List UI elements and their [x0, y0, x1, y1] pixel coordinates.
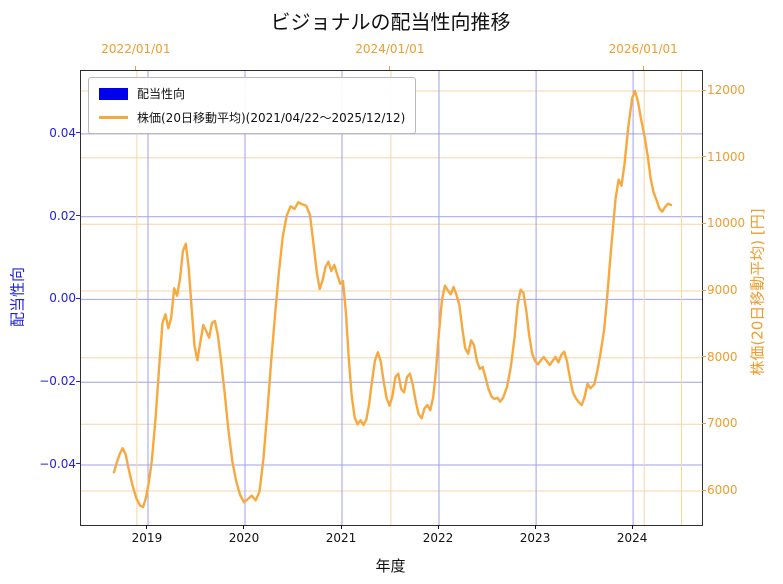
y-tick-mark-left: [76, 297, 80, 299]
plot-area: [80, 70, 703, 526]
x-tick-label-bottom: 2024: [616, 531, 648, 545]
legend-item-price: 株価(20日移動平均)(2021/04/22～2025/12/12): [99, 109, 405, 126]
y-tick-label-right: 8000: [707, 349, 738, 364]
x-tick-mark-bottom: [437, 525, 439, 529]
y-tick-mark-right: [702, 289, 706, 291]
x-tick-mark-top: [642, 66, 644, 70]
y-tick-mark-left: [76, 380, 80, 382]
x-tick-label-bottom: 2022: [422, 531, 454, 545]
x-tick-mark-top: [389, 66, 391, 70]
y-tick-mark-right: [702, 489, 706, 491]
x-tick-mark-bottom: [534, 525, 536, 529]
x-tick-mark-top: [135, 66, 137, 70]
legend-label-dividend: 配当性向: [137, 87, 186, 101]
price-line: [112, 89, 673, 509]
x-tick-mark-bottom: [631, 525, 633, 529]
y-tick-label-left: −0.02: [39, 374, 76, 389]
y-tick-label-left: 0.02: [49, 208, 76, 223]
chart-title: ビジョナルの配当性向推移: [270, 10, 511, 34]
y-tick-mark-right: [702, 89, 706, 91]
x-tick-mark-bottom: [146, 525, 148, 529]
y-tick-label-right: 6000: [707, 483, 738, 497]
x-tick-label-bottom: 2021: [325, 531, 357, 545]
x-tick-label-bottom: 2019: [131, 531, 163, 545]
x-tick-label-top: 2024/01/01: [355, 42, 425, 56]
x-tick-mark-bottom: [340, 525, 342, 529]
y-tick-label-left: 0.00: [49, 291, 76, 306]
legend: 配当性向 株価(20日移動平均)(2021/04/22～2025/12/12): [88, 77, 417, 134]
y-axis-label-right: 株価(20日移動平均) [円]: [748, 208, 767, 376]
y-tick-label-right: 10000: [707, 216, 746, 231]
y-tick-mark-right: [702, 422, 706, 424]
legend-swatch-dividend-patch: [99, 87, 128, 100]
y-tick-label-right: 9000: [707, 283, 738, 297]
legend-label-price: 株価(20日移動平均)(2021/04/22～2025/12/12): [137, 111, 406, 125]
y-tick-label-right: 7000: [707, 416, 738, 431]
y-axis-label-left: 配当性向: [8, 266, 27, 328]
x-tick-label-top: 2026/01/01: [608, 42, 678, 56]
y-tick-mark-left: [76, 132, 80, 134]
x-tick-label-top: 2022/01/01: [101, 42, 171, 56]
y-tick-label-left: −0.04: [39, 456, 76, 471]
y-tick-mark-right: [702, 156, 706, 158]
y-tick-label-left: 0.04: [49, 125, 76, 140]
y-tick-label-right: 11000: [707, 149, 746, 164]
y-tick-mark-left: [76, 463, 80, 465]
x-tick-mark-bottom: [243, 525, 245, 529]
x-tick-label-bottom: 2020: [228, 531, 260, 545]
y-tick-mark-right: [702, 222, 706, 224]
legend-item-dividend: 配当性向: [99, 85, 405, 102]
y-tick-mark-left: [76, 215, 80, 217]
legend-swatch-price-line: [99, 116, 128, 119]
y-tick-mark-right: [702, 356, 706, 358]
x-axis-label: 年度: [375, 557, 406, 575]
x-tick-label-bottom: 2023: [519, 531, 551, 545]
y-tick-label-right: 12000: [707, 83, 746, 97]
plot-canvas: [81, 71, 702, 525]
